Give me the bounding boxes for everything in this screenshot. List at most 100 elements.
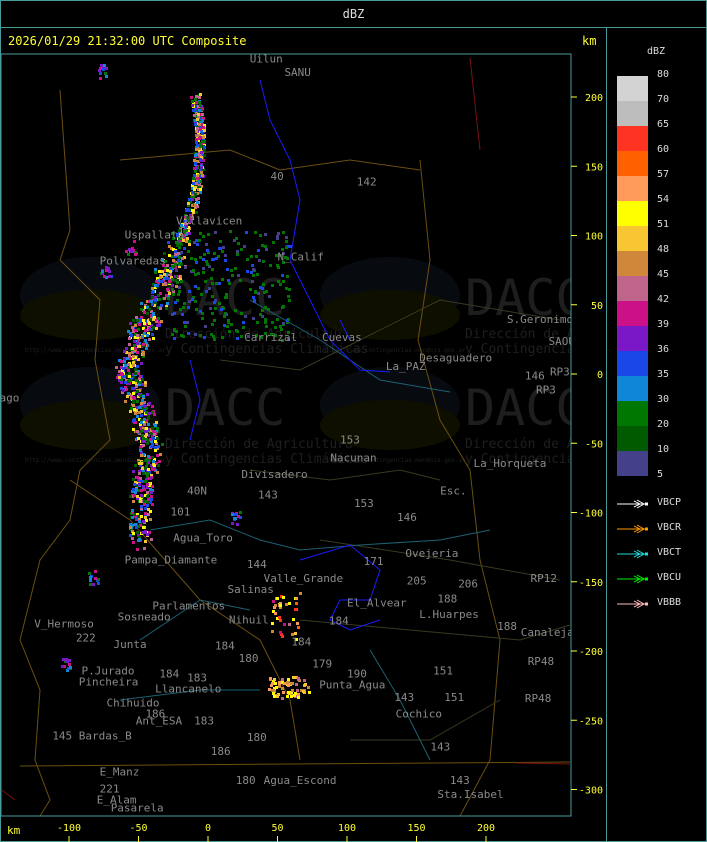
radar-echo-pixel [195, 182, 198, 185]
radar-echo-pixel [198, 109, 201, 112]
place-label: E_Alam [97, 793, 137, 806]
radar-echo-pixel [204, 325, 207, 328]
radar-echo-pixel [144, 320, 147, 323]
radar-echo-pixel [150, 432, 153, 435]
radar-echo-pixel [154, 296, 157, 299]
radar-echo-pixel [192, 102, 195, 105]
radar-echo-pixel [195, 211, 198, 214]
radar-echo-pixel [215, 282, 218, 285]
radar-echo-pixel [187, 332, 190, 335]
watermark-line2: y Contingencias Climáticas [165, 342, 369, 357]
radar-echo-pixel [286, 275, 289, 278]
radar-echo-pixel [295, 638, 298, 641]
radar-echo-pixel [125, 366, 128, 369]
radar-echo-pixel [193, 114, 196, 117]
radar-echo-pixel [164, 269, 167, 272]
radar-echo-pixel [197, 174, 200, 177]
radar-echo-pixel [271, 682, 274, 685]
place-label: 40N [187, 484, 207, 497]
place-label: 190 [347, 667, 367, 680]
radar-echo-pixel [208, 287, 211, 290]
radar-echo-pixel [197, 116, 200, 119]
radar-echo-pixel [131, 490, 134, 493]
radar-echo-pixel [175, 241, 178, 244]
radar-echo-pixel [246, 258, 249, 261]
radar-echo-pixel [143, 418, 146, 421]
radar-echo-pixel [153, 433, 156, 436]
radar-echo-pixel [140, 362, 143, 365]
radar-echo-pixel [175, 330, 178, 333]
radar-echo-pixel [163, 252, 166, 255]
radar-echo-pixel [214, 299, 217, 302]
radar-echo-pixel [134, 358, 137, 361]
radar-echo-pixel [127, 369, 130, 372]
radar-echo-pixel [202, 235, 205, 238]
radar-echo-pixel [282, 231, 285, 234]
place-label: Canalejas [521, 626, 581, 639]
radar-echo-pixel [194, 123, 197, 126]
radar-echo-pixel [162, 279, 165, 282]
radar-echo-pixel [152, 437, 155, 440]
radar-echo-pixel [249, 288, 252, 291]
radar-echo-pixel [203, 336, 206, 339]
radar-echo-pixel [281, 274, 284, 277]
radar-echo-pixel [223, 324, 226, 327]
radar-echo-pixel [107, 267, 110, 270]
radar-echo-pixel [285, 603, 288, 606]
radar-echo-pixel [195, 146, 198, 149]
radar-echo-pixel [155, 421, 158, 424]
radar-echo-pixel [285, 240, 288, 243]
radar-echo-pixel [135, 488, 138, 491]
radar-echo-pixel [157, 279, 160, 282]
radar-echo-pixel [92, 583, 95, 586]
place-label: 188 [437, 593, 457, 606]
legend-value: 42 [657, 294, 670, 305]
radar-echo-pixel [148, 471, 151, 474]
radar-echo-pixel [190, 270, 193, 273]
radar-echo-pixel [281, 678, 284, 681]
radar-echo-pixel [144, 384, 147, 387]
radar-echo-pixel [276, 695, 279, 698]
radar-echo-pixel [139, 480, 142, 483]
radar-echo-pixel [294, 608, 297, 611]
radar-echo-pixel [124, 381, 127, 384]
map-title: 2026/01/29 21:32:00 UTC Composite [8, 34, 247, 48]
radar-echo-pixel [202, 258, 205, 261]
radar-echo-pixel [137, 534, 140, 537]
radar-echo-pixel [120, 387, 123, 390]
radar-echo-pixel [134, 333, 137, 336]
radar-echo-pixel [183, 256, 186, 259]
radar-echo-pixel [144, 500, 147, 503]
place-label: 101 [170, 505, 190, 518]
place-label: 179 [312, 658, 332, 671]
radar-echo-pixel [128, 379, 131, 382]
radar-echo-pixel [194, 110, 197, 113]
radar-echo-pixel [156, 437, 159, 440]
radar-echo-pixel [173, 328, 176, 331]
radar-echo-pixel [188, 300, 191, 303]
radar-echo-pixel [265, 290, 268, 293]
radar-echo-pixel [285, 287, 288, 290]
radar-echo-pixel [290, 695, 293, 698]
radar-echo-pixel [184, 220, 187, 223]
radar-echo-pixel [271, 284, 274, 287]
radar-echo-pixel [123, 375, 126, 378]
radar-echo-pixel [261, 287, 264, 290]
radar-echo-pixel [139, 394, 142, 397]
legend-swatch [617, 126, 648, 151]
legend-swatch [617, 101, 648, 126]
radar-echo-pixel [110, 275, 113, 278]
radar-echo-pixel [195, 141, 198, 144]
radar-echo-pixel [270, 684, 273, 687]
radar-echo-pixel [138, 518, 141, 521]
place-label: RP12 [530, 572, 557, 585]
radar-echo-pixel [144, 531, 147, 534]
radar-echo-pixel [143, 401, 146, 404]
radar-echo-pixel [147, 513, 150, 516]
radar-echo-pixel [136, 415, 139, 418]
radar-echo-pixel [131, 509, 134, 512]
place-label: 146 [397, 511, 417, 524]
radar-echo-pixel [120, 378, 123, 381]
radar-echo-pixel [226, 325, 229, 328]
